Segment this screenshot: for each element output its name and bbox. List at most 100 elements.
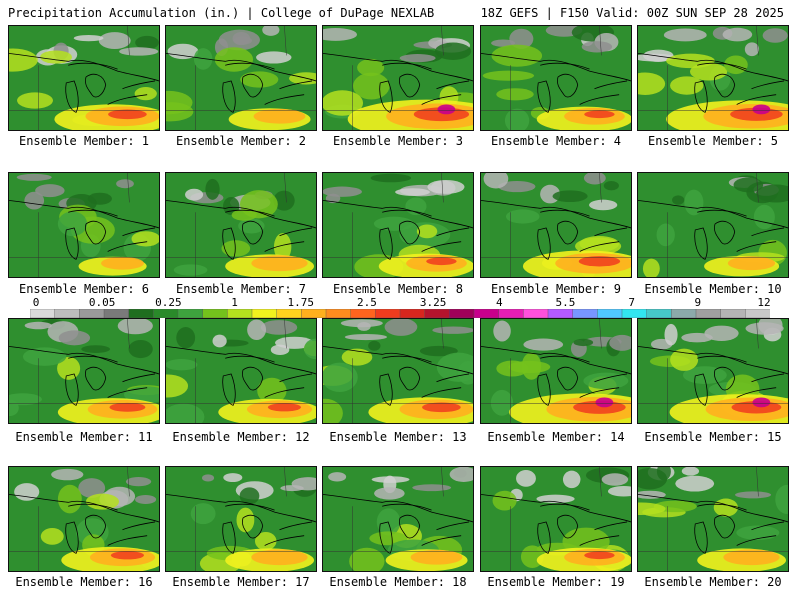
precip-area	[267, 403, 301, 412]
ensemble-member-map	[8, 25, 160, 131]
ensemble-member-map	[480, 466, 632, 572]
precip-area	[509, 28, 534, 49]
precip-area	[202, 474, 215, 482]
precip-area	[236, 507, 255, 533]
ensemble-member-map	[8, 318, 160, 424]
ensemble-member-map	[637, 25, 789, 131]
precip-area	[384, 319, 418, 336]
colorbar-tick-label: 0.05	[88, 296, 116, 309]
precip-area	[166, 102, 194, 122]
colorbar-swatch	[449, 309, 475, 318]
precip-area	[134, 87, 157, 101]
precip-area	[656, 223, 675, 247]
geography-outline	[638, 26, 788, 130]
precip-area	[483, 173, 509, 189]
precip-area	[116, 179, 134, 189]
precip-area	[756, 184, 788, 203]
ensemble-member-map	[8, 172, 160, 278]
precip-area	[684, 189, 704, 216]
precip-area	[254, 531, 277, 551]
precip-area	[753, 204, 775, 230]
geography-outline	[166, 26, 316, 130]
precip-area	[578, 256, 621, 267]
precip-area	[135, 494, 157, 504]
precip-area	[410, 549, 463, 565]
precip-area	[449, 467, 473, 482]
precip-area	[762, 28, 788, 43]
ensemble-member-label: Ensemble Member: 6	[18, 282, 150, 296]
precip-area	[504, 108, 530, 130]
colorbar-swatch	[547, 309, 574, 318]
ensemble-member-map	[322, 172, 474, 278]
precip-area	[395, 188, 430, 196]
geography-outline	[166, 467, 316, 571]
precip-area	[58, 330, 91, 346]
precip-area	[193, 48, 213, 70]
precip-area	[491, 44, 543, 67]
geography-outline	[9, 173, 159, 277]
colorbar-swatch	[745, 309, 770, 318]
precip-area	[40, 50, 72, 64]
precip-area	[341, 348, 373, 366]
precip-area	[583, 372, 629, 390]
precip-area	[490, 389, 514, 416]
precip-area	[642, 258, 660, 277]
colorbar-swatch	[325, 309, 352, 318]
precip-area	[723, 549, 780, 566]
precip-area	[238, 218, 265, 234]
precip-area	[323, 362, 358, 392]
precip-area	[498, 180, 536, 193]
ensemble-member-label: Ensemble Member: 13	[329, 430, 467, 444]
precip-area	[521, 352, 542, 380]
header-valid-time: 18Z GEFS | F150 Valid: 00Z SUN SEP 28 20…	[480, 6, 784, 20]
precip-area	[638, 502, 666, 516]
precip-area	[176, 327, 196, 349]
colorbar-tick-label: 1.75	[287, 296, 314, 309]
geography-outline	[166, 173, 316, 277]
colorbar-swatch	[671, 309, 697, 318]
precip-area	[638, 53, 676, 62]
precip-area	[434, 42, 472, 60]
colorbar-swatch	[251, 309, 278, 318]
geography-outline	[481, 319, 631, 423]
precip-area	[573, 338, 594, 347]
precip-area	[357, 58, 385, 77]
geography-outline	[166, 319, 316, 423]
geography-outline	[9, 319, 159, 423]
precip-area	[101, 256, 144, 270]
precip-area	[349, 547, 385, 571]
precip-area	[16, 173, 52, 181]
ensemble-member-map	[637, 466, 789, 572]
precip-area	[251, 549, 308, 566]
colorbar-swatch	[301, 309, 327, 318]
precip-area	[432, 326, 473, 334]
colorbar-tick-label: 4	[495, 296, 503, 309]
ensemble-member-map	[637, 318, 789, 424]
precip-area	[274, 336, 314, 349]
colorbar-tick-label: 0	[32, 296, 40, 309]
colorbar-swatch	[79, 309, 105, 318]
precip-area	[736, 525, 780, 540]
precip-area	[482, 70, 535, 81]
geography-outline	[323, 173, 473, 277]
colorbar-tick-label: 9	[694, 296, 702, 309]
precip-area	[601, 473, 629, 486]
precip-area	[727, 256, 776, 271]
colorbar-swatch	[276, 309, 303, 318]
precip-area	[323, 90, 364, 116]
colorbar-swatch	[30, 309, 56, 318]
precip-area	[523, 338, 564, 351]
precip-area	[273, 190, 295, 211]
colorbar-swatch	[350, 309, 377, 318]
precip-area	[752, 397, 771, 408]
precip-area	[752, 104, 771, 115]
precip-area	[221, 240, 251, 257]
precip-area	[108, 109, 147, 120]
precip-area	[370, 173, 412, 183]
precip-area	[344, 333, 388, 341]
colorbar-swatch	[153, 309, 179, 318]
precip-area	[125, 476, 152, 487]
colorbar-tick-label: 5.5	[555, 296, 576, 309]
precip-area	[584, 551, 615, 560]
precip-area	[775, 484, 788, 514]
